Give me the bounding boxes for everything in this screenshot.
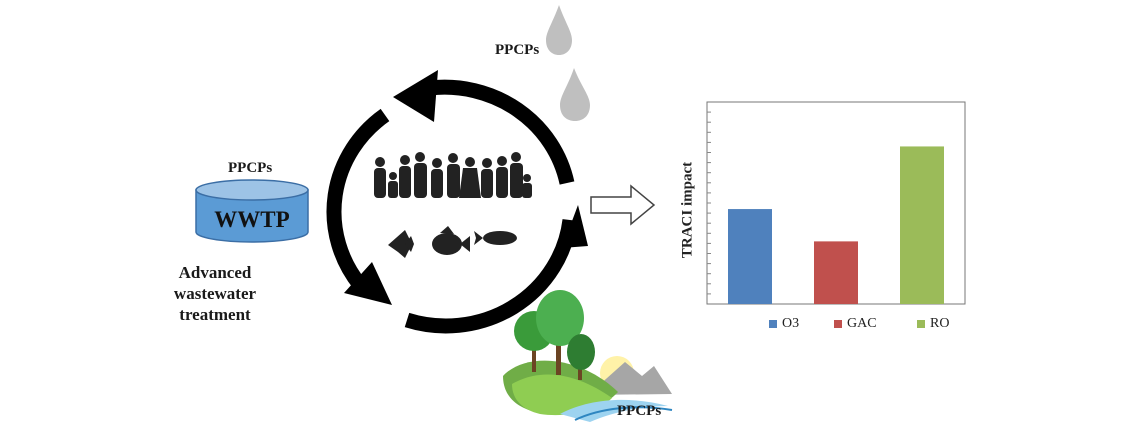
fish-icon: [432, 226, 470, 255]
legend-item-ro: RO: [917, 316, 949, 332]
legend-item-gac: GAC: [834, 316, 877, 332]
people-group-icon: [374, 152, 532, 198]
legend-label-gac: GAC: [847, 316, 877, 331]
landscape-icon: [503, 290, 673, 422]
legend-swatch-ro: [917, 320, 925, 328]
cycle-arrows: [326, 79, 578, 334]
cycle-arrow-top: [429, 79, 575, 185]
cycle-arrowhead-left: [344, 262, 392, 305]
ppcps-label-land: PPCPs: [617, 403, 662, 419]
cycle-arrowhead-top: [393, 70, 438, 122]
cycle-arrow-bottom: [404, 219, 578, 334]
bar-ro: [900, 146, 944, 304]
rain-drop-icon: [546, 5, 572, 55]
legend-swatch-gac: [834, 320, 842, 328]
y-axis-ticks: [707, 111, 711, 295]
legend-swatch-o3: [769, 320, 777, 328]
rain-drop-icon: [560, 68, 590, 121]
cycle-arrowhead-bottom: [562, 205, 588, 248]
hollow-arrow-icon: [590, 184, 656, 226]
ppcps-label-cycle: PPCPs: [495, 42, 540, 58]
bar-gac: [814, 241, 858, 304]
advanced-treatment-label: Advanced wastewater treatment: [173, 263, 257, 324]
fish-icon: [474, 231, 517, 245]
bar-o3: [728, 209, 772, 304]
cycle-arrow-left: [326, 108, 390, 290]
legend-label-o3: O3: [782, 316, 800, 331]
legend-item-o3: O3: [769, 316, 799, 332]
legend-label-ro: RO: [930, 316, 950, 331]
bar-chart: [706, 101, 966, 305]
fish-icon: [388, 230, 414, 258]
y-axis-label-text: TRACI impact: [679, 161, 696, 259]
ppcps-label-wwtp: PPCPs: [228, 160, 273, 176]
bar-series: [728, 146, 944, 304]
wwtp-tank-icon: [195, 179, 309, 243]
wwtp-label: WWTP: [214, 207, 290, 232]
